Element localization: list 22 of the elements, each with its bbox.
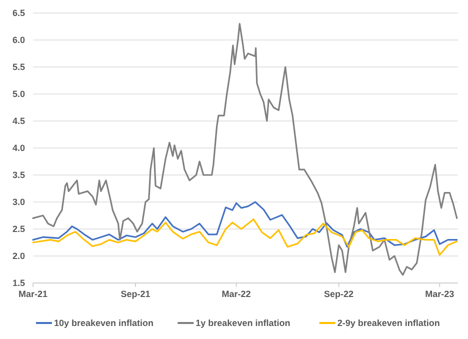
y-tick-label: 6.5 (12, 8, 25, 18)
legend-label: 10y breakeven inflation (54, 318, 154, 328)
line-series (32, 218, 458, 256)
legend-label: 2-9y breakeven inflation (337, 318, 440, 328)
x-tick-label: Sep-21 (120, 289, 150, 299)
y-tick-label: 4.5 (12, 116, 25, 126)
y-tick-label: 5.0 (12, 89, 25, 100)
line-series (32, 201, 458, 248)
x-tick-label: Mar-23 (425, 289, 454, 299)
y-tick-label: 2.0 (12, 251, 25, 262)
x-tick-label: Mar-21 (18, 289, 48, 299)
legend-label: 1y breakeven inflation (196, 318, 290, 328)
x-tick-label: Sep-22 (324, 289, 354, 299)
line-series (32, 23, 458, 276)
y-tick-label: 3.5 (12, 170, 25, 180)
y-tick-label: 3.0 (12, 197, 25, 208)
x-tick-label: Mar-22 (222, 289, 251, 299)
y-tick-label: 5.5 (12, 62, 25, 72)
y-tick-label: 4.0 (12, 143, 25, 154)
y-tick-label: 1.5 (12, 278, 25, 288)
y-tick-label: 2.5 (12, 224, 25, 234)
y-tick-label: 6.0 (12, 35, 25, 46)
